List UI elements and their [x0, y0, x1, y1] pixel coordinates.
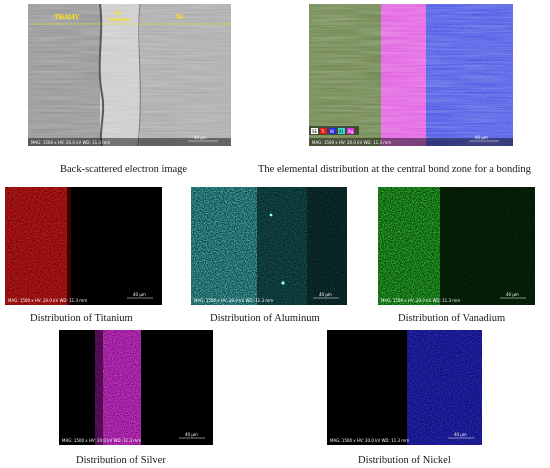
aluminum-map-panel: MAG: 1500 x HV: 20.0 kV WD: 11.3 mm 40 μ… — [191, 187, 347, 305]
caption-vanadium: Distribution of Vanadium — [398, 313, 506, 324]
legend-se: SE — [312, 129, 318, 134]
caption-overlay: The elemental distribution at the centra… — [258, 164, 531, 175]
bse-footer: MAG: 1500 x HV: 20.0 kV WD: 11.3 mm — [31, 140, 110, 145]
legend-ni: Ni — [330, 129, 334, 134]
overlay-scale-bar: 40 μm — [475, 135, 488, 140]
overlay-image-panel: SE Ti Ni Al Ag MAG: 1500 x HV: 20.0 kV W… — [309, 4, 513, 146]
overlay-legend: SE Ti Ni Al Ag — [311, 128, 354, 134]
aluminum-scale-bar: 40 μm — [319, 292, 332, 297]
caption-silver: Distribution of Silver — [76, 455, 166, 466]
nickel-map-panel: MAG: 1500 x HV: 20.0 kV WD: 11.3 mm 40 μ… — [327, 330, 482, 445]
nickel-scale-bar: 40 μm — [454, 432, 467, 437]
titanium-map-panel: MAG: 1500 x HV: 20.0 kV WD: 11.3 mm 40 μ… — [5, 187, 162, 305]
caption-bse: Back-scattered electron image — [60, 164, 188, 175]
vanadium-scale-bar: 40 μm — [506, 292, 519, 297]
overlay-footer: MAG: 1500 x HV: 20.0 kV WD: 11.3 mm — [312, 140, 391, 145]
zone-label-ti6al4v: Ti6Al4V — [54, 13, 80, 21]
silver-footer: MAG: 1500 x HV: 20.0 kV WD: 11.3 mm — [62, 438, 141, 443]
silver-scale-bar: 40 μm — [185, 432, 198, 437]
legend-ag: Ag — [348, 129, 354, 134]
bse-image-panel: Ti6Al4V Ag Interlayer Ni MAG: 1500 x HV:… — [28, 4, 231, 146]
zone-label-ni: Ni — [176, 13, 183, 21]
titanium-scale-bar: 40 μm — [133, 292, 146, 297]
legend-al: Al — [339, 129, 343, 134]
titanium-footer: MAG: 1500 x HV: 20.0 kV WD: 11.3 mm — [8, 298, 87, 303]
vanadium-map-panel: MAG: 1500 x HV: 20.0 kV WD: 11.3 mm 40 μ… — [378, 187, 535, 305]
aluminum-footer: MAG: 1500 x HV: 20.0 kV WD: 11.3 mm — [194, 298, 273, 303]
vanadium-footer: MAG: 1500 x HV: 20.0 kV WD: 11.3 mm — [381, 298, 460, 303]
zone-label-interlayer: Interlayer — [109, 18, 131, 23]
zone-label-ag: Ag — [114, 11, 121, 16]
bse-scale-bar: 40 μm — [194, 135, 207, 140]
caption-nickel: Distribution of Nickel — [358, 455, 451, 466]
caption-titanium: Distribution of Titanium — [30, 313, 133, 324]
silver-map-panel: MAG: 1500 x HV: 20.0 kV WD: 11.3 mm 40 μ… — [59, 330, 213, 445]
nickel-footer: MAG: 1500 x HV: 20.0 kV WD: 11.3 mm — [330, 438, 409, 443]
caption-aluminum: Distribution of Aluminum — [210, 313, 320, 324]
legend-ti: Ti — [320, 129, 324, 134]
